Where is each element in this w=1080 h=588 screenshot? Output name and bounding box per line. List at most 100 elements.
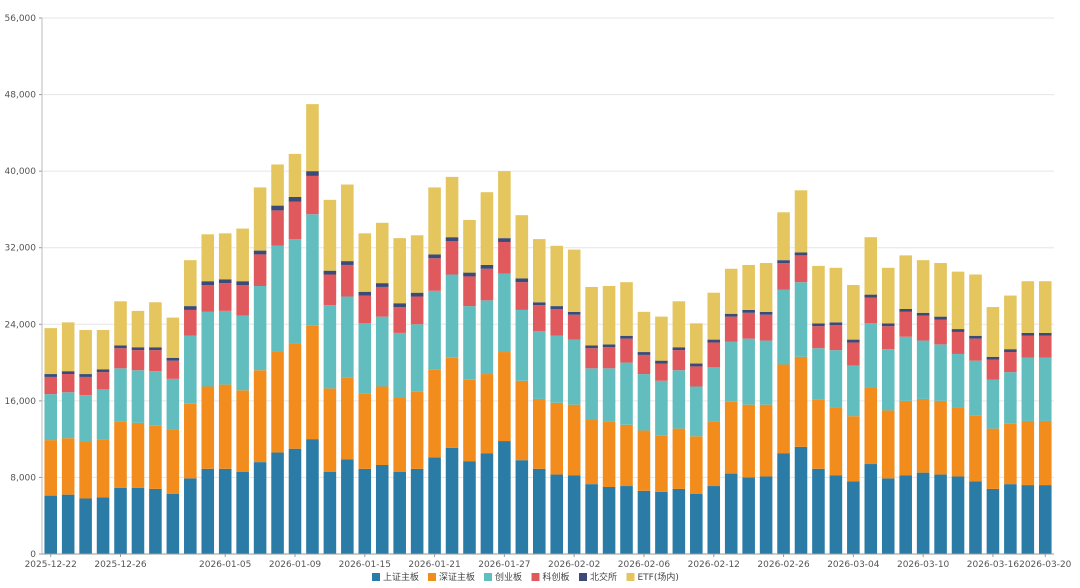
bar-segment bbox=[96, 369, 110, 373]
bar-stack bbox=[829, 267, 843, 554]
bar-segment bbox=[1021, 357, 1035, 421]
x-tick-label: 2026-03-20 bbox=[1019, 560, 1072, 570]
legend-item[interactable]: ETF(场内) bbox=[626, 571, 679, 583]
legend-item[interactable]: 北交所 bbox=[579, 571, 617, 583]
bar-segment bbox=[149, 371, 162, 426]
bar-stack bbox=[149, 302, 162, 554]
bar-segment bbox=[184, 335, 197, 404]
x-tick-label: 2025-12-22 bbox=[25, 560, 77, 570]
bar-segment bbox=[61, 322, 75, 372]
bar-segment bbox=[480, 453, 494, 554]
bar-segment bbox=[480, 374, 494, 454]
legend-swatch bbox=[579, 573, 587, 581]
bar-segment bbox=[44, 328, 58, 375]
bar-segment bbox=[1004, 484, 1017, 554]
bar-segment bbox=[794, 356, 808, 447]
bar-segment bbox=[375, 286, 389, 317]
bar-segment bbox=[515, 460, 529, 554]
bar-stack bbox=[986, 307, 1000, 554]
bar-segment bbox=[428, 258, 441, 291]
bar-segment bbox=[253, 462, 267, 554]
bar-segment bbox=[934, 344, 947, 401]
bar-segment bbox=[794, 252, 808, 256]
bar-segment bbox=[969, 481, 982, 554]
bar-segment bbox=[393, 238, 406, 304]
bar-segment bbox=[166, 357, 180, 361]
bar-segment bbox=[847, 365, 860, 417]
bar-stack bbox=[585, 286, 598, 554]
bar-stack bbox=[690, 323, 703, 554]
bar-segment bbox=[916, 398, 930, 473]
bar-stack bbox=[812, 265, 825, 554]
bar-segment bbox=[672, 370, 686, 429]
bar-segment bbox=[724, 401, 738, 474]
bar-segment bbox=[690, 436, 703, 494]
bar-segment bbox=[271, 210, 284, 246]
bar-segment bbox=[358, 323, 372, 394]
bar-segment bbox=[637, 352, 651, 355]
bar-segment bbox=[166, 493, 180, 554]
bar-segment bbox=[375, 316, 389, 387]
bar-segment bbox=[951, 329, 965, 332]
bar-segment bbox=[585, 348, 598, 369]
bar-segment bbox=[236, 390, 249, 472]
bar-stack bbox=[550, 245, 564, 554]
bar-segment bbox=[637, 490, 651, 554]
bar-stack bbox=[341, 184, 354, 554]
legend-item[interactable]: 上证主板 bbox=[372, 571, 419, 583]
y-tick-label: 16,000 bbox=[5, 397, 37, 407]
bar-segment bbox=[218, 310, 232, 385]
bar-segment bbox=[131, 310, 145, 348]
legend-item[interactable]: 创业板 bbox=[484, 571, 522, 583]
bar-segment bbox=[1038, 335, 1052, 358]
bar-segment bbox=[236, 315, 249, 391]
bar-segment bbox=[655, 360, 668, 364]
bar-stack bbox=[707, 292, 721, 554]
bar-segment bbox=[847, 481, 860, 554]
bar-segment bbox=[864, 297, 878, 324]
bar-segment bbox=[847, 339, 860, 343]
bar-segment bbox=[620, 362, 633, 425]
bar-segment bbox=[934, 319, 947, 345]
bar-segment bbox=[149, 302, 162, 348]
bar-segment bbox=[812, 265, 825, 324]
bar-segment bbox=[655, 316, 668, 361]
bar-segment bbox=[881, 478, 895, 554]
bar-segment bbox=[410, 391, 424, 469]
legend-swatch bbox=[484, 573, 492, 581]
bar-segment bbox=[759, 404, 773, 477]
bar-segment bbox=[707, 292, 721, 340]
bar-segment bbox=[864, 387, 878, 465]
bar-segment bbox=[1021, 332, 1035, 336]
bar-segment bbox=[707, 342, 721, 368]
bar-stack bbox=[498, 171, 511, 554]
bar-segment bbox=[358, 295, 372, 324]
bar-segment bbox=[323, 305, 337, 389]
bar-segment bbox=[585, 286, 598, 346]
bar-segment bbox=[288, 239, 302, 344]
bar-stack bbox=[655, 316, 668, 554]
bar-segment bbox=[1021, 281, 1035, 333]
bar-segment bbox=[44, 376, 58, 395]
bar-segment bbox=[393, 303, 406, 308]
bar-segment bbox=[428, 457, 441, 554]
bar-segment bbox=[236, 285, 249, 316]
bar-segment bbox=[951, 476, 965, 554]
x-tick-label: 2026-01-15 bbox=[339, 560, 391, 570]
bar-segment bbox=[829, 325, 843, 351]
bar-segment bbox=[61, 438, 75, 495]
bar-segment bbox=[96, 330, 110, 370]
bar-segment bbox=[61, 371, 75, 375]
legend-item[interactable]: 科创板 bbox=[531, 571, 570, 583]
bar-segment bbox=[690, 366, 703, 387]
bar-segment bbox=[986, 488, 1000, 554]
legend-swatch bbox=[372, 573, 380, 581]
bar-segment bbox=[829, 407, 843, 476]
legend-item[interactable]: 深证主板 bbox=[428, 571, 475, 583]
bar-stack bbox=[375, 222, 389, 554]
bar-segment bbox=[253, 286, 267, 371]
bar-segment bbox=[899, 308, 912, 312]
bar-segment bbox=[184, 478, 197, 554]
bar-segment bbox=[585, 484, 598, 554]
bar-segment bbox=[916, 312, 930, 316]
